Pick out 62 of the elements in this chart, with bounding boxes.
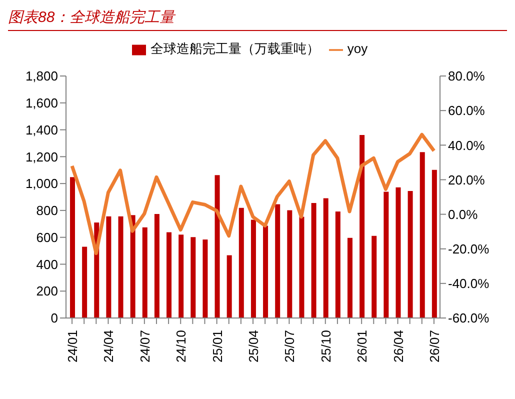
bar	[70, 177, 75, 318]
bar	[396, 187, 401, 318]
y2-tick-label: -40.0%	[448, 276, 490, 292]
x-tick-label: 26/07	[426, 330, 442, 363]
bar	[299, 216, 304, 318]
x-tick-label: 24/01	[65, 330, 80, 363]
bar	[178, 234, 184, 318]
y-tick-label: 1,200	[25, 149, 58, 164]
y2-tick-label: 60.0%	[448, 103, 486, 118]
bar	[384, 192, 389, 318]
x-tick-label: 25/07	[282, 330, 298, 363]
x-tick-label: 24/04	[101, 330, 116, 363]
bar	[408, 190, 413, 318]
y2-tick-label: 0.0%	[448, 206, 478, 222]
y-tick-label: 200	[36, 284, 58, 299]
bar	[420, 152, 425, 318]
bar	[347, 238, 352, 318]
bar	[166, 232, 172, 318]
bar	[360, 135, 365, 318]
x-tick-label: 24/07	[137, 330, 152, 363]
bar	[82, 246, 88, 318]
y2-tick-label: -20.0%	[448, 241, 490, 256]
line-series	[70, 132, 436, 256]
y2-tick-label: 40.0%	[448, 138, 486, 153]
x-tick-label: 26/01	[354, 330, 370, 363]
y2-tick-label: -60.0%	[448, 310, 490, 326]
y-tick-label: 800	[36, 203, 58, 218]
y-tick-label: 1,600	[25, 96, 58, 111]
bar	[142, 227, 148, 318]
chart-title: 图表88：全球造船完工量	[8, 8, 507, 31]
x-tick-label: 26/04	[390, 330, 406, 363]
bar	[238, 208, 244, 318]
y-tick-label: 400	[36, 256, 58, 272]
y-tick-label: 1,400	[25, 122, 58, 138]
y-tick-label: 1,800	[25, 68, 58, 84]
bar	[311, 203, 316, 318]
y-tick-label: 0	[50, 310, 58, 326]
x-tick-label: 25/10	[318, 330, 334, 363]
x-tick-label: 25/04	[246, 330, 261, 363]
bar	[275, 204, 280, 318]
y2-tick-label: 80.0%	[448, 68, 486, 84]
y-tick-label: 1,000	[25, 176, 58, 192]
bar	[432, 170, 437, 318]
bar	[263, 226, 268, 318]
bar	[154, 214, 160, 318]
y2-tick-label: 20.0%	[448, 172, 486, 188]
legend-label: yoy	[347, 41, 368, 56]
bar	[250, 220, 256, 318]
bar	[202, 239, 208, 318]
bar	[214, 175, 220, 318]
x-tick-label: 24/10	[174, 330, 189, 363]
bar	[118, 216, 124, 318]
bar	[226, 255, 232, 318]
bar	[323, 198, 328, 318]
bar	[372, 236, 377, 318]
legend-label: 全球造船完工量（万载重吨）	[150, 41, 320, 56]
bar	[287, 210, 292, 318]
bar	[190, 237, 196, 318]
bar	[335, 212, 340, 318]
y-tick-label: 600	[36, 230, 58, 245]
x-tick-label: 25/01	[210, 330, 225, 363]
bar	[106, 216, 112, 318]
